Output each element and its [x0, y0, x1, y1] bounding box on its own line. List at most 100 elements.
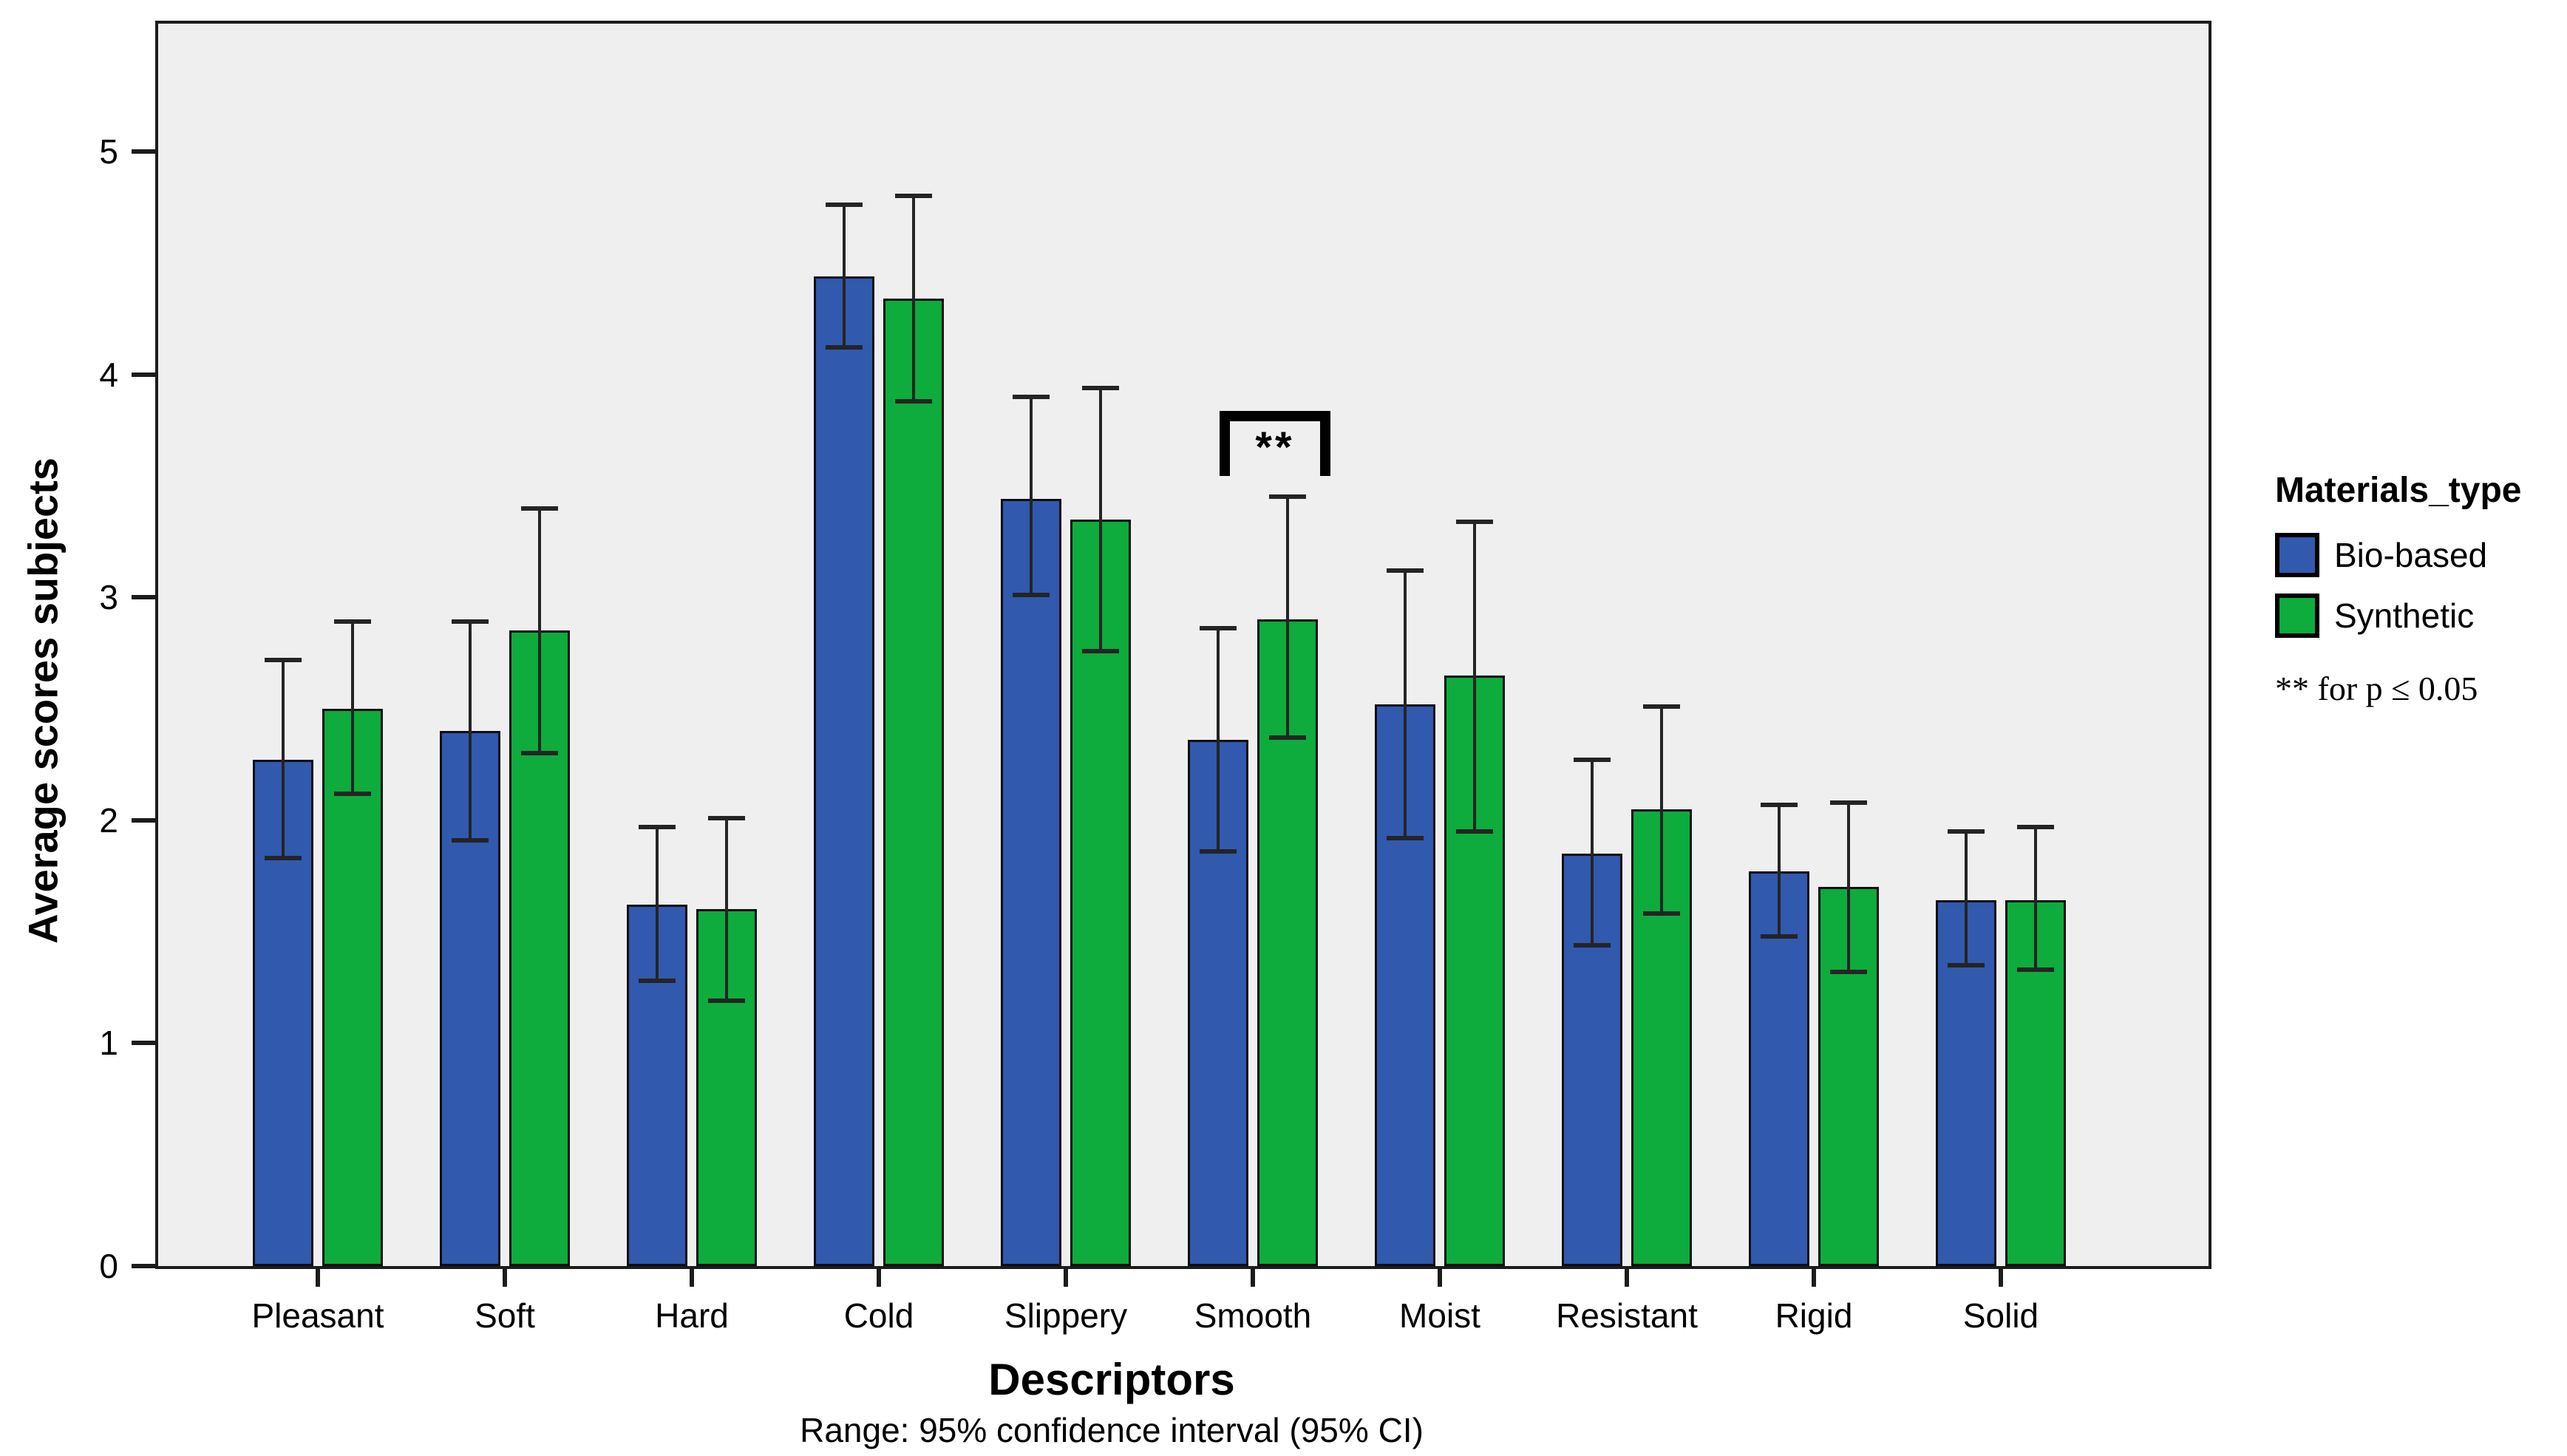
error-bar-cap	[2017, 824, 2054, 829]
error-bar-cap	[1387, 835, 1424, 840]
error-bar-line	[725, 817, 728, 1001]
legend-items: Bio-based Synthetic	[2275, 533, 2567, 638]
error-bar-cap	[826, 203, 863, 208]
x-axis-category-label: Moist	[1399, 1296, 1480, 1335]
error-bar-line	[843, 205, 846, 348]
y-axis-tick-label: 1	[99, 1024, 118, 1063]
error-bar-cap	[1200, 849, 1237, 854]
error-bar-cap	[2017, 967, 2054, 972]
error-bar-cap	[265, 856, 302, 861]
error-bar-line	[1030, 396, 1033, 596]
error-bar-line	[1473, 521, 1476, 831]
legend-swatch	[2275, 533, 2319, 577]
legend-label: Bio-based	[2334, 536, 2488, 574]
error-bar-cap	[1387, 568, 1424, 573]
significance-bracket: **	[1220, 411, 1330, 476]
error-bar-cap	[1761, 933, 1798, 939]
y-axis-tick-label: 3	[99, 578, 118, 617]
x-axis-category-label: Pleasant	[251, 1296, 384, 1335]
error-bar-cap	[1574, 758, 1611, 763]
x-axis-tick	[690, 1266, 694, 1287]
error-bar-cap	[1830, 800, 1867, 805]
error-bar-cap	[1761, 802, 1798, 807]
error-bar-cap	[826, 345, 863, 350]
error-bar-line	[282, 659, 285, 859]
error-bar-cap	[334, 791, 371, 796]
y-axis-tick	[132, 1264, 155, 1268]
error-bar-cap	[1269, 735, 1306, 741]
x-axis-tick	[316, 1266, 320, 1287]
error-bar-cap	[895, 398, 932, 404]
legend-item-synthetic: Synthetic	[2275, 593, 2567, 638]
legend-item-bio-based: Bio-based	[2275, 533, 2567, 577]
error-bar-cap	[639, 978, 676, 983]
y-axis-tick	[132, 595, 155, 600]
y-axis-tick-label: 4	[99, 355, 118, 394]
error-bar-cap	[334, 619, 371, 625]
error-bar-cap	[1200, 626, 1237, 631]
legend-swatch	[2275, 593, 2319, 638]
x-axis-category-label: Hard	[655, 1296, 729, 1335]
legend-significance-note: ** for p ≤ 0.05	[2275, 670, 2478, 707]
error-bar-cap	[1082, 648, 1119, 653]
error-bar-cap	[1013, 593, 1050, 598]
error-bar-cap	[452, 619, 489, 625]
y-axis-tick-label: 5	[99, 132, 118, 171]
error-bar-cap	[1082, 385, 1119, 390]
error-bar-line	[1217, 628, 1220, 852]
x-axis-title: Descriptors	[988, 1355, 1235, 1404]
error-bar-cap	[1643, 911, 1680, 916]
error-bar-line	[1591, 760, 1594, 945]
x-axis-category-label: Soft	[475, 1296, 535, 1335]
bar-bio-based-slippery	[1001, 499, 1061, 1266]
error-bar-line	[1778, 804, 1781, 936]
bar-synthetic-cold	[883, 299, 944, 1266]
error-bar-line	[1847, 802, 1850, 972]
x-axis-category-label: Cold	[843, 1296, 914, 1335]
error-bar-line	[538, 508, 541, 754]
x-axis-tick	[1812, 1266, 1816, 1287]
y-axis-tick	[132, 1041, 155, 1046]
error-bar-cap	[708, 999, 745, 1004]
error-bar-cap	[265, 657, 302, 662]
error-bar-cap	[1013, 394, 1050, 399]
bar-bio-based-cold	[814, 276, 874, 1266]
error-bar-cap	[895, 194, 932, 199]
error-bar-line	[656, 826, 659, 981]
x-axis-category-label: Rigid	[1775, 1296, 1853, 1335]
y-axis-title: Average scores subjects	[19, 457, 67, 944]
x-axis-tick	[877, 1266, 881, 1287]
x-axis-category-label: Resistant	[1556, 1296, 1698, 1335]
error-bar-cap	[639, 824, 676, 829]
error-bar-cap	[521, 506, 558, 511]
error-bar-cap	[452, 837, 489, 843]
error-bar-line	[1965, 831, 1968, 965]
error-bar-cap	[1574, 942, 1611, 948]
y-axis-tick	[132, 817, 155, 823]
x-axis-category-label: Smooth	[1194, 1296, 1312, 1335]
error-bar-cap	[1269, 494, 1306, 500]
legend-label: Synthetic	[2334, 596, 2475, 635]
significance-stars: **	[1255, 423, 1295, 472]
legend: Materials_type Bio-based Synthetic ** for…	[2275, 470, 2567, 708]
x-axis-tick	[1251, 1266, 1255, 1287]
y-axis-tick	[132, 149, 155, 154]
x-axis-category-label: Solid	[1962, 1296, 2039, 1335]
x-axis-tick	[503, 1266, 507, 1287]
error-bar-cap	[1830, 969, 1867, 974]
error-bar-line	[2034, 826, 2037, 970]
error-bar-line	[1404, 571, 1407, 838]
x-axis-category-label: Slippery	[1004, 1296, 1128, 1335]
error-bar-cap	[1948, 962, 1985, 967]
error-bar-cap	[1456, 519, 1493, 524]
x-axis-tick	[1999, 1266, 2003, 1287]
error-bar-cap	[521, 751, 558, 756]
chart-caption: Range: 95% confidence interval (95% CI)	[800, 1411, 1424, 1449]
y-axis-tick-label: 0	[99, 1247, 118, 1285]
error-bar-line	[469, 622, 472, 840]
error-bar-line	[351, 622, 354, 794]
y-axis-tick	[132, 372, 155, 377]
error-bar-line	[1099, 387, 1102, 651]
y-axis-tick-label: 2	[99, 800, 118, 840]
